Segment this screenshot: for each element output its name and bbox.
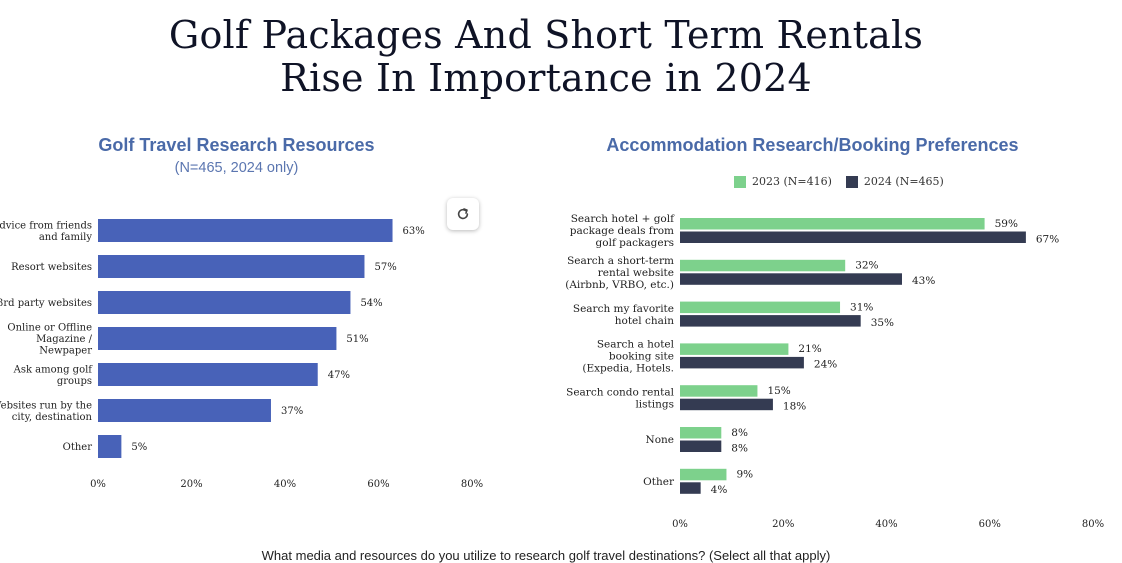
x-tick-label-0: 0%	[90, 479, 106, 490]
x-tick-label-3: 60%	[367, 479, 389, 490]
bar-5	[98, 399, 271, 422]
category-label-2: 3rd party websites	[0, 298, 92, 309]
refresh-button[interactable]	[447, 198, 479, 230]
legend-item-2024[interactable]: 2024 (N=465)	[845, 175, 944, 188]
bar-value-label-5: 37%	[281, 406, 303, 417]
bar-2023-5	[680, 427, 722, 439]
bar-2024-5	[680, 440, 722, 452]
bar-value-label-2024-4: 18%	[783, 400, 806, 412]
bar-value-label-2024-1: 43%	[912, 275, 935, 287]
x-tick-label-0: 0%	[672, 519, 688, 530]
bar-2024-0	[680, 231, 1026, 243]
x-tick-label-2: 40%	[274, 479, 296, 490]
bar-value-label-0: 63%	[403, 226, 425, 237]
right-chart-legend: 2023 (N=416) 2024 (N=465)	[734, 175, 944, 188]
bar-value-label-1: 57%	[374, 262, 396, 273]
x-tick-label-2: 40%	[875, 519, 897, 530]
bar-value-label-2023-6: 9%	[736, 469, 753, 481]
bar-value-label-2024-2: 35%	[871, 317, 894, 329]
category-label-1: Search a short-term rental website (Airbnb…	[565, 255, 674, 291]
bar-6	[98, 435, 122, 458]
bar-1	[98, 255, 365, 278]
bar-value-label-2023-2: 31%	[850, 301, 873, 313]
left-bar-chart: 63% Advice from friends and family 57% Resor…	[0, 219, 483, 490]
category-label-3: Search a hotel booking site (Expedia, Hote…	[582, 339, 674, 375]
bar-2024-4	[680, 398, 773, 411]
page-title: Golf Packages And Short Term Rentals Ris…	[0, 14, 1092, 100]
category-label-6: Other	[63, 442, 93, 453]
bar-value-label-2023-3: 21%	[798, 343, 821, 355]
page-title-line-2: Rise In Importance in 2024	[280, 56, 812, 100]
left-chart-subtitle: (N=465, 2024 only)	[174, 160, 299, 176]
category-label-6: Other	[643, 476, 675, 488]
refresh-icon	[457, 208, 469, 220]
bar-2023-6	[680, 468, 727, 481]
x-tick-label-1: 20%	[180, 479, 202, 490]
bar-2023-4	[680, 385, 758, 397]
x-tick-label-1: 20%	[772, 519, 794, 530]
bar-2023-0	[680, 218, 985, 230]
category-label-5: None	[646, 434, 675, 446]
survey-question-footnote: What media and resources do you utilize …	[261, 548, 831, 563]
bar-value-label-2024-0: 67%	[1036, 233, 1059, 245]
bar-2024-3	[680, 356, 804, 369]
x-tick-label-4: 80%	[1082, 519, 1104, 530]
bar-value-label-2023-1: 32%	[855, 260, 878, 272]
bar-value-label-2: 54%	[360, 298, 382, 309]
left-chart-title: Golf Travel Research Resources	[98, 135, 375, 155]
legend-item-2023[interactable]: 2023 (N=416)	[734, 175, 832, 188]
bar-value-label-2024-3: 24%	[814, 359, 837, 371]
bar-value-label-4: 47%	[328, 370, 350, 381]
category-label-0: Search hotel + golf package deals from gol…	[570, 213, 675, 249]
category-label-2: Search my favorite hotel chain	[573, 303, 674, 327]
bar-2023-2	[680, 301, 841, 314]
category-label-4: Ask among golf groups	[13, 364, 94, 387]
legend-label-2024: 2024 (N=465)	[863, 175, 944, 188]
category-label-3: Online or Offline Magazine / Newpaper	[7, 323, 92, 357]
legend-label-2023: 2023 (N=416)	[752, 175, 832, 188]
bar-2023-1	[680, 259, 846, 272]
legend-swatch-2023	[734, 175, 746, 188]
legend-swatch-2024	[845, 175, 858, 188]
right-chart-title: Accommodation Research/Booking Preferenc…	[606, 135, 1019, 155]
bar-2024-2	[680, 315, 861, 327]
bar-value-label-2023-0: 59%	[995, 218, 1018, 230]
bar-value-label-2023-4: 15%	[767, 385, 790, 397]
bar-3	[98, 327, 337, 350]
bar-value-label-3: 51%	[346, 334, 368, 345]
bar-value-label-2024-5: 8%	[731, 442, 748, 454]
bar-4	[98, 363, 318, 386]
bar-2023-3	[680, 343, 789, 355]
bar-0	[98, 219, 393, 242]
bar-2024-1	[680, 273, 902, 285]
bar-2024-6	[680, 482, 701, 494]
bar-value-label-6: 5%	[131, 442, 147, 453]
category-label-0: Advice from friends and family	[0, 220, 92, 243]
category-label-1: Resort websites	[11, 262, 92, 273]
category-label-5: Websites run by the city, destination	[0, 400, 93, 423]
bar-value-label-2024-6: 4%	[711, 484, 728, 496]
bar-value-label-2023-5: 8%	[731, 427, 748, 439]
bar-2	[98, 291, 351, 314]
x-tick-label-3: 60%	[979, 519, 1001, 530]
right-bar-chart: 59% 67% Search hotel + golf package deals f…	[565, 213, 1104, 530]
page-title-line-1: Golf Packages And Short Term Rentals	[168, 13, 924, 57]
category-label-4: Search condo rental listings	[566, 386, 674, 410]
x-tick-label-4: 80%	[461, 479, 483, 490]
